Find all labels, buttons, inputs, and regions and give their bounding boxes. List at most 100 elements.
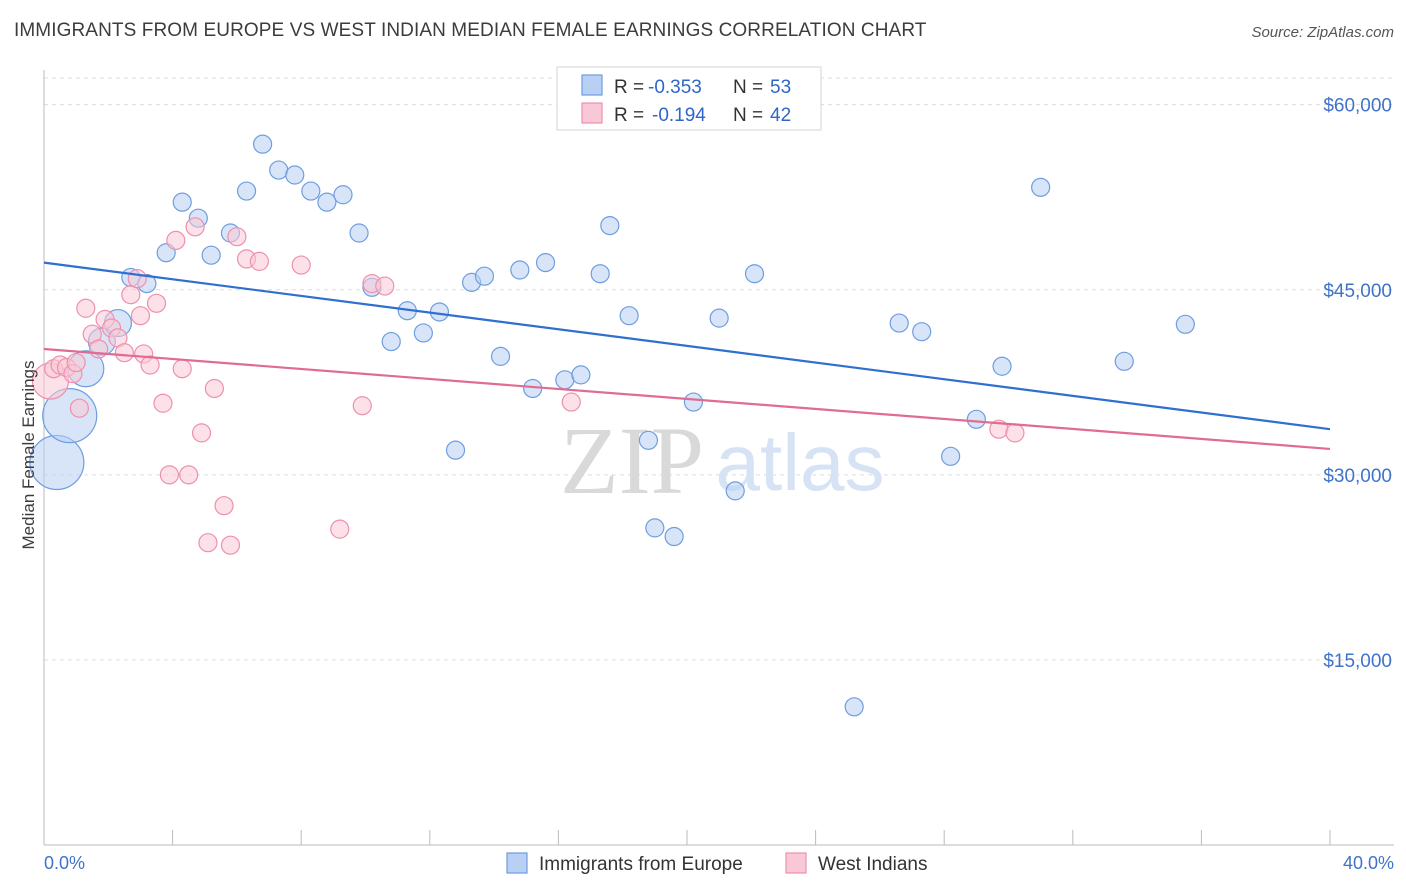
legend-r-value-westindian: -0.194 <box>652 105 706 126</box>
y-tick-label-0: $15,000 <box>1323 651 1392 672</box>
y-tick-label-3: $60,000 <box>1323 96 1392 117</box>
europe-point-33 <box>571 365 591 385</box>
westindian-point-7 <box>76 298 96 318</box>
europe-point-19 <box>349 223 369 243</box>
europe-point-12 <box>236 181 257 201</box>
europe-point-39 <box>664 526 684 547</box>
europe-point-8 <box>172 192 192 212</box>
westindian-point-18 <box>140 355 160 375</box>
bottom-legend-swatch-europe <box>506 852 528 874</box>
westindian-point-38 <box>375 276 395 296</box>
europe-point-46 <box>912 322 932 342</box>
source-label: Source: ZipAtlas.com <box>1251 24 1394 41</box>
europe-point-13 <box>253 134 273 154</box>
x-ticks <box>43 830 1331 845</box>
legend-r-label-europe: R = <box>614 77 644 98</box>
westindian-point-25 <box>185 217 205 237</box>
europe-point-40 <box>683 392 704 412</box>
bottom-legend-label-westindian: West Indians <box>818 854 927 875</box>
europe-point-21 <box>381 331 401 352</box>
chart-title: IMMIGRANTS FROM EUROPE VS WEST INDIAN ME… <box>14 20 927 41</box>
europe-point-27 <box>474 266 495 286</box>
europe-point-15 <box>285 165 305 185</box>
europe-point-34 <box>590 264 610 284</box>
watermark: ZIP atlas <box>560 407 884 514</box>
europe-point-16 <box>301 181 321 201</box>
trend-lines <box>43 261 1331 451</box>
bottom-legend-label-europe: Immigrants from Europe <box>539 854 743 875</box>
westindian-point-34 <box>291 255 311 275</box>
europe-point-36 <box>619 306 639 326</box>
legend-r-label-westindian: R = <box>614 105 644 126</box>
legend-swatch-europe <box>581 74 603 96</box>
legend-swatch-westindian <box>581 102 603 124</box>
westindian-trend-line <box>43 347 1331 451</box>
europe-point-18 <box>333 185 353 205</box>
westindian-point-35 <box>330 519 350 539</box>
westindian-point-16 <box>130 306 151 326</box>
europe-point-44 <box>844 697 864 717</box>
europe-point-43 <box>744 264 765 284</box>
westindian-point-27 <box>198 533 218 553</box>
europe-point-10 <box>201 245 221 265</box>
legend-n-label-europe: N = <box>733 77 763 98</box>
europe-point-31 <box>535 253 556 273</box>
legend-n-value-europe: 53 <box>770 77 791 98</box>
y-tick-label-2: $45,000 <box>1323 281 1392 302</box>
westindian-point-41 <box>1005 423 1025 443</box>
bottom-legend-swatch-westindian <box>785 852 807 874</box>
westindian-point-5 <box>66 352 86 373</box>
europe-point-23 <box>413 323 433 343</box>
europe-point-48 <box>966 409 986 429</box>
westindian-point-31 <box>227 227 247 247</box>
westindian-point-24 <box>179 465 199 485</box>
legend-n-label-westindian: N = <box>733 105 763 126</box>
x-tick-label-min: 0.0% <box>44 853 85 873</box>
europe-point-52 <box>1175 314 1195 334</box>
westindian-point-14 <box>121 285 141 305</box>
europe-point-38 <box>645 518 665 538</box>
westindian-point-33 <box>249 251 270 271</box>
europe-trend-line <box>43 261 1331 431</box>
europe-point-49 <box>992 356 1012 376</box>
y-tick-label-1: $30,000 <box>1323 466 1392 487</box>
watermark-zip: ZIP <box>560 407 704 514</box>
europe-point-14 <box>269 160 289 180</box>
europe-point-35 <box>600 215 620 236</box>
europe-point-50 <box>1031 177 1051 197</box>
europe-point-17 <box>317 192 337 212</box>
y-axis-label: Median Female Earnings <box>19 361 38 550</box>
europe-point-51 <box>1114 351 1134 371</box>
gridlines <box>44 77 1394 661</box>
westindian-point-15 <box>127 269 147 289</box>
legend-n-value-westindian: 42 <box>770 105 791 126</box>
westindian-point-13 <box>114 343 134 363</box>
europe-point-47 <box>941 446 961 466</box>
europe-point-28 <box>490 346 511 366</box>
westindian-point-26 <box>191 423 212 443</box>
europe-point-25 <box>445 440 466 460</box>
westindian-point-23 <box>172 359 192 379</box>
westindian-point-20 <box>153 393 173 413</box>
westindian-point-21 <box>159 465 179 485</box>
westindian-point-19 <box>146 293 167 313</box>
y-tick-labels: $15,000 $30,000 $45,000 $60,000 <box>1323 96 1392 672</box>
x-tick-label-max: 40.0% <box>1343 853 1394 873</box>
europe-point-42 <box>725 481 745 501</box>
westindian-point-9 <box>89 339 109 359</box>
legend-top: R = -0.353 N = 53 R = -0.194 N = 42 <box>556 66 822 131</box>
europe-point-32 <box>555 370 575 390</box>
westindian-point-36 <box>352 396 372 416</box>
europe-point-41 <box>709 308 729 328</box>
europe-point-37 <box>638 430 659 450</box>
westindian-point-30 <box>220 535 241 555</box>
westindian-point-39 <box>561 392 581 412</box>
westindian-point-29 <box>214 496 234 516</box>
europe-point-29 <box>510 260 530 280</box>
westindian-point-28 <box>204 378 224 399</box>
legend-bottom: Immigrants from Europe West Indians <box>506 852 927 875</box>
westindian-point-22 <box>166 230 186 251</box>
westindian-point-6 <box>69 398 89 418</box>
legend-r-value-europe: -0.353 <box>648 77 702 98</box>
